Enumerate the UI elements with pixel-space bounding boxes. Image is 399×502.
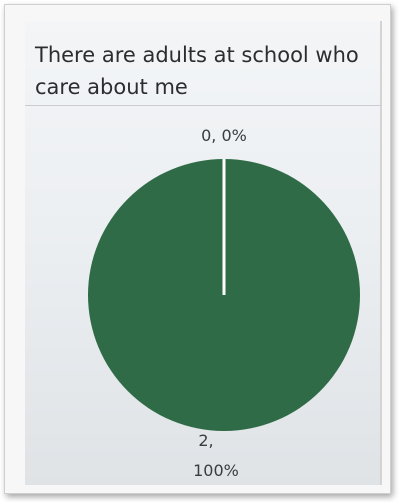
title-divider	[25, 105, 380, 106]
chart-title: There are adults at school who care abou…	[35, 39, 380, 103]
pie-data-label-1-line-0: 2,	[198, 431, 213, 450]
screenshot-frame: There are adults at school who care abou…	[4, 4, 391, 494]
pie-data-label-1: 2, 100%	[193, 431, 239, 480]
pie-data-label-0-line-0: 0, 0%	[201, 126, 247, 145]
pie-chart: 0, 0% 2, 100%	[88, 126, 360, 480]
pie-data-label-0: 0, 0%	[201, 126, 247, 145]
chart-title-line-2: care about me	[35, 75, 188, 99]
chart-title-line-1: There are adults at school who	[35, 43, 359, 67]
pie-data-label-1-line-1: 100%	[193, 461, 239, 480]
photo-of-slide: There are adults at school who care abou…	[25, 21, 382, 485]
